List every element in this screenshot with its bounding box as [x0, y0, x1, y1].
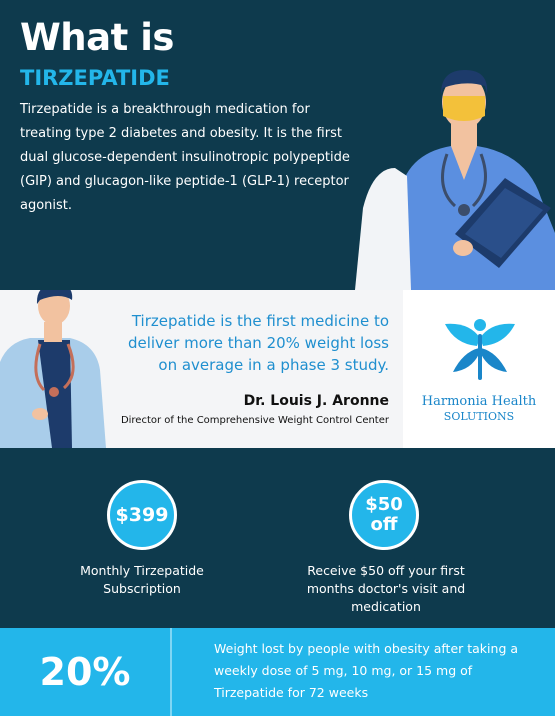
- quote-panel: Tirzepatide is the first medicine to del…: [0, 290, 403, 448]
- discount-badge: $50 off: [349, 480, 419, 550]
- harmonia-health-logo: [445, 319, 515, 380]
- hero-description: Tirzepatide is a breakthrough medication…: [20, 102, 350, 213]
- quote-text: Tirzepatide is the first medicine to del…: [127, 312, 389, 374]
- stat-divider: [170, 628, 172, 716]
- stat-bar: 20% Weight lost by people with obesity a…: [0, 628, 555, 716]
- price-badge: $399: [107, 480, 177, 550]
- doctor-illustration: [0, 290, 106, 448]
- stat-value: 20%: [39, 650, 131, 694]
- brand-panel: Harmonia Health SOLUTIONS: [403, 290, 555, 448]
- discount-badge-label: off: [370, 514, 398, 535]
- hero-section: What is TIRZEPATIDE Tirzepatide is a bre…: [0, 0, 555, 290]
- offers-section: $399 Monthly Tirzepatide Subscription $5…: [0, 448, 555, 628]
- stat-description: Weight lost by people with obesity after…: [214, 641, 519, 700]
- subscription-offer-text: Monthly Tirzepatide Subscription: [80, 563, 204, 596]
- quote-author-role: Director of the Comprehensive Weight Con…: [120, 415, 389, 426]
- discount-offer-text: Receive $50 off your first months doctor…: [306, 563, 466, 614]
- brand-tagline: SOLUTIONS: [443, 410, 515, 423]
- doctor-with-clipboard-illustration: [355, 70, 555, 290]
- hero-subtitle: TIRZEPATIDE: [20, 66, 170, 90]
- quote-section: Tirzepatide is the first medicine to del…: [0, 290, 555, 448]
- hero-title: What is: [20, 16, 174, 59]
- brand-name: Harmonia Health: [421, 394, 537, 409]
- discount-badge-amount: $50: [365, 494, 403, 515]
- quote-author: Dr. Louis J. Aronne: [243, 393, 389, 409]
